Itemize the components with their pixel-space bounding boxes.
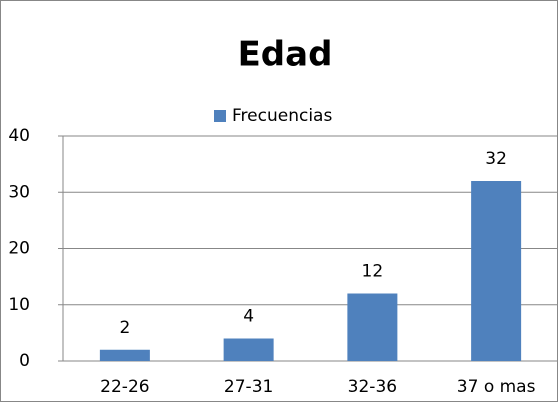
x-tick-label: 37 o mas — [457, 377, 536, 397]
y-tick-label: 30 — [8, 182, 30, 202]
data-label: 12 — [362, 262, 384, 282]
y-tick-label: 0 — [19, 351, 30, 371]
data-label: 4 — [243, 307, 254, 327]
y-tick-label: 40 — [8, 126, 30, 146]
x-tick-label: 32-36 — [348, 377, 397, 397]
x-tick-label: 27-31 — [224, 377, 273, 397]
bar — [99, 349, 150, 361]
bar — [471, 181, 522, 361]
legend-key — [214, 110, 226, 122]
data-label: 32 — [485, 149, 507, 169]
data-label: 2 — [119, 318, 130, 338]
bar — [223, 338, 274, 361]
x-tick-label: 22-26 — [100, 377, 149, 397]
chart-title: Edad — [238, 35, 333, 75]
legend-label: Frecuencias — [232, 106, 332, 126]
y-tick-label: 20 — [8, 239, 30, 259]
bar — [347, 293, 398, 361]
y-tick-label: 10 — [8, 295, 30, 315]
